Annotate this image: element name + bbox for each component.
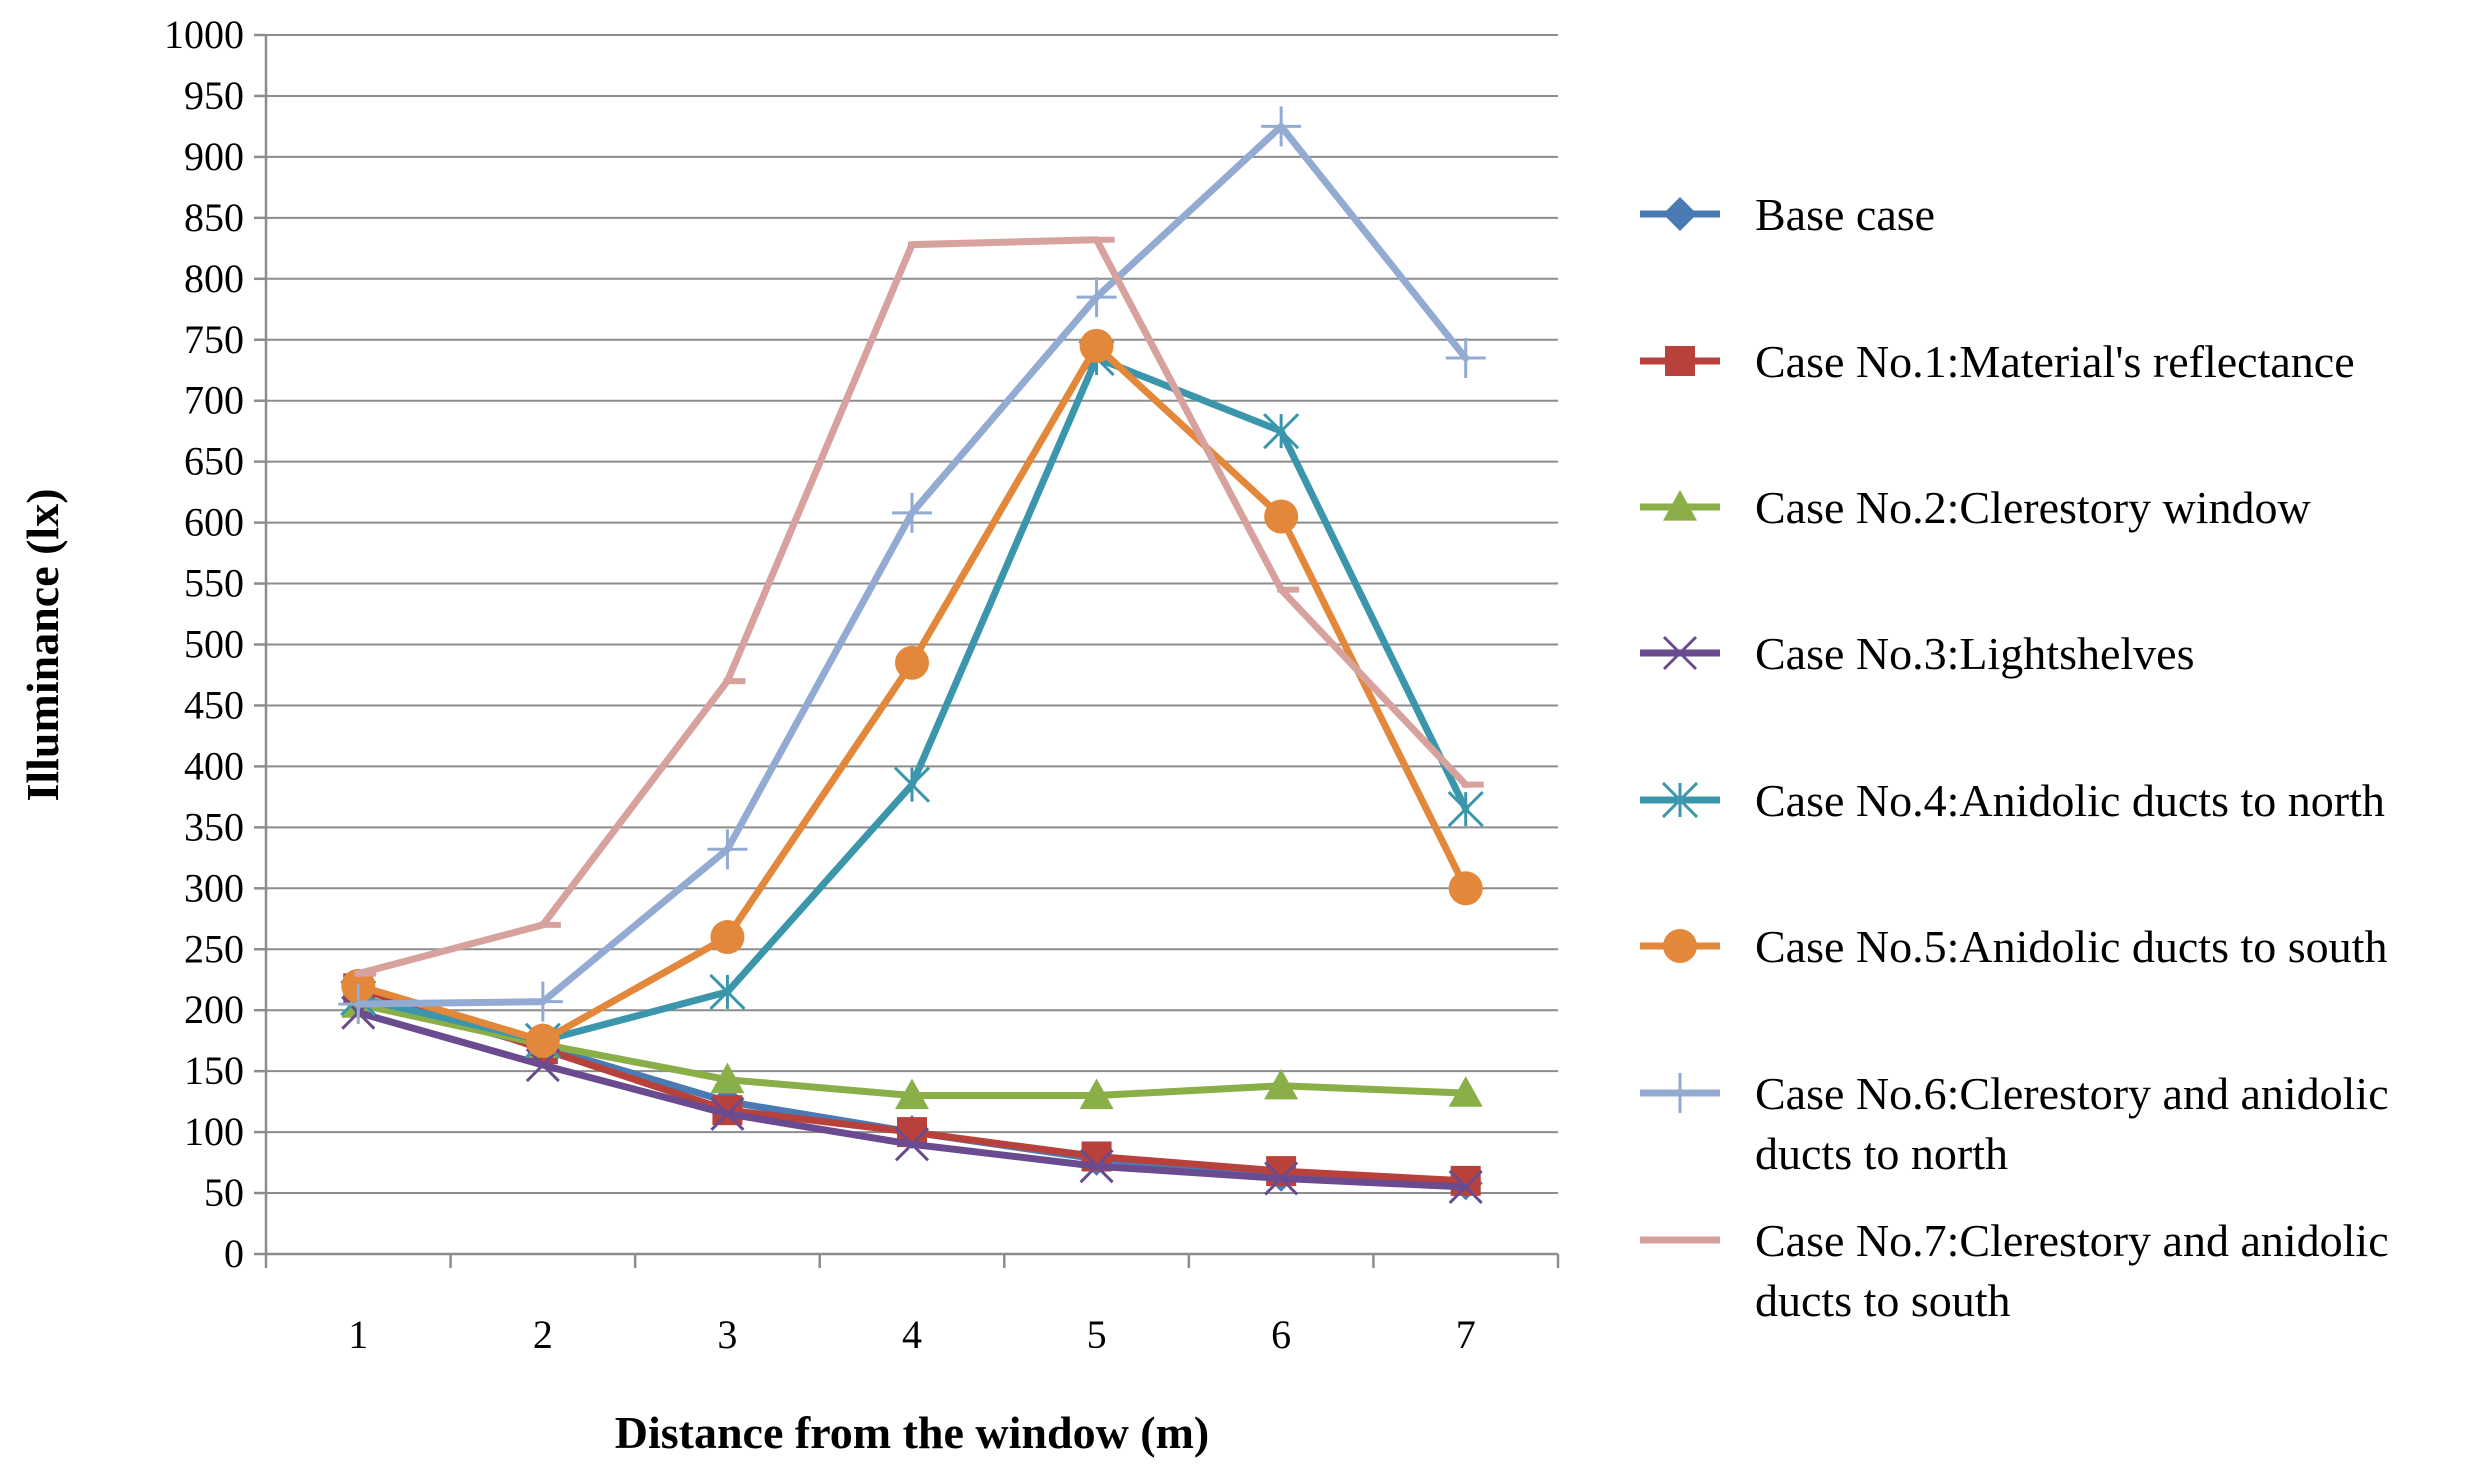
legend-item: Case No.1:Material's reflectance (1640, 336, 2355, 387)
legend: Base case Case No.1:Material's reflectanc… (1640, 189, 2389, 1326)
y-tick-label: 700 (184, 378, 244, 423)
data-point-marker (892, 492, 932, 533)
legend-label: Case No.4:Anidolic ducts to north (1755, 775, 2385, 826)
legend-item: Case No.7:Clerestory and anidolic ducts t… (1640, 1215, 2389, 1326)
series-line (354, 354, 1470, 1045)
data-point-marker (709, 973, 746, 1010)
x-tick-label: 1 (348, 1312, 368, 1357)
data-point-marker (1663, 929, 1697, 963)
data-point-marker (707, 829, 748, 870)
legend-label: Case No.7:Clerestory and anidolic (1755, 1215, 2389, 1266)
data-point-marker (710, 920, 745, 955)
y-tick-label: 500 (184, 622, 244, 667)
x-tick-label: 5 (1087, 1312, 1107, 1357)
legend-label: ducts to south (1755, 1275, 2011, 1326)
data-point-marker (338, 984, 379, 1025)
y-tick-label: 800 (184, 256, 244, 301)
data-point-marker (1663, 197, 1697, 231)
data-point-marker (894, 1127, 930, 1162)
data-point-marker (1663, 490, 1697, 521)
series-group (338, 106, 1486, 1205)
axes (264, 35, 1560, 1268)
data-point-marker (1263, 413, 1300, 450)
y-axis-title: Illuminance (lx) (17, 488, 68, 801)
y-tick-label: 900 (184, 134, 244, 179)
data-point-marker (1445, 338, 1486, 379)
y-tick-label: 250 (184, 926, 244, 971)
series-line (354, 342, 1470, 1045)
legend-item: Case No.5:Anidolic ducts to south (1640, 921, 2387, 972)
legend-item: Case No.6:Clerestory and anidolic ducts t… (1640, 1068, 2389, 1179)
series-7 (338, 106, 1486, 1025)
y-tick-label: 150 (184, 1048, 244, 1093)
data-point-marker (893, 766, 931, 803)
legend-label: Case No.1:Material's reflectance (1755, 336, 2355, 387)
y-tick-labels: 0 50 100 150 200 250 300 350 400 450 500 550 600 650 7… (164, 12, 244, 1276)
y-tick-label: 600 (184, 500, 244, 545)
data-point-marker (525, 1047, 560, 1083)
y-tick-label: 550 (184, 561, 244, 606)
data-point-marker (1264, 1161, 1299, 1196)
y-tick-label: 350 (184, 804, 244, 849)
y-tick-label: 200 (184, 987, 244, 1032)
legend-item: Case No.4:Anidolic ducts to north (1640, 775, 2385, 826)
data-point-marker (710, 1096, 745, 1131)
legend-label: Case No.2:Clerestory window (1755, 482, 2312, 533)
data-point-marker (1660, 1073, 1700, 1113)
y-tick-label: 300 (184, 865, 244, 910)
data-point-marker (1661, 781, 1699, 819)
data-point-marker (1076, 277, 1117, 318)
legend-item: Case No.2:Clerestory window (1640, 482, 2312, 533)
legend-label: Case No.3:Lightshelves (1755, 628, 2195, 679)
series-8 (354, 236, 1484, 978)
data-point-marker (1662, 635, 1698, 671)
gridlines (254, 33, 1558, 1256)
x-tick-label: 6 (1271, 1312, 1291, 1357)
series-4 (341, 995, 1483, 1205)
data-point-marker (1665, 346, 1695, 376)
data-point-marker (710, 1062, 745, 1094)
series-line (354, 236, 1470, 978)
data-point-marker (1448, 1169, 1483, 1205)
y-tick-label: 100 (184, 1109, 244, 1154)
data-point-marker (895, 645, 929, 680)
y-tick-label: 650 (184, 439, 244, 484)
legend-item: Base case (1640, 189, 1935, 240)
series-6 (341, 328, 1483, 1058)
legend-label: ducts to north (1755, 1128, 2008, 1179)
data-point-marker (1447, 791, 1484, 828)
y-tick-label: 1000 (164, 12, 244, 57)
y-tick-label: 50 (204, 1170, 244, 1215)
data-point-marker (525, 1023, 560, 1058)
data-point-marker (522, 981, 563, 1022)
data-point-marker (1450, 1165, 1481, 1196)
y-tick-label: 400 (184, 743, 244, 788)
y-tick-label: 950 (184, 73, 244, 118)
series-line (354, 122, 1470, 1008)
data-point-marker (1079, 328, 1114, 363)
y-tick-label: 750 (184, 317, 244, 362)
x-tick-label: 4 (902, 1312, 922, 1357)
legend-label: Base case (1755, 189, 1935, 240)
data-point-marker (1079, 1149, 1114, 1184)
data-point-marker (1264, 499, 1299, 534)
legend-label: Case No.6:Clerestory and anidolic (1755, 1068, 2389, 1119)
x-tick-label: 2 (533, 1312, 553, 1357)
y-tick-label: 850 (184, 195, 244, 240)
x-tick-label: 7 (1456, 1312, 1476, 1357)
data-point-marker (1261, 106, 1302, 147)
data-point-marker (895, 1078, 929, 1110)
y-tick-label: 0 (224, 1231, 244, 1276)
x-tick-labels: 1 2 3 4 5 6 7 (348, 1312, 1475, 1357)
legend-label: Case No.5:Anidolic ducts to south (1755, 921, 2387, 972)
x-axis-title: Distance from the window (m) (615, 1407, 1210, 1458)
data-point-marker (1264, 1068, 1299, 1100)
x-tick-label: 3 (717, 1312, 737, 1357)
data-point-marker (1448, 871, 1483, 906)
data-point-marker (1079, 1078, 1114, 1110)
data-point-marker (1448, 1076, 1483, 1107)
y-tick-label: 450 (184, 682, 244, 727)
legend-item: Case No.3:Lightshelves (1640, 628, 2195, 679)
